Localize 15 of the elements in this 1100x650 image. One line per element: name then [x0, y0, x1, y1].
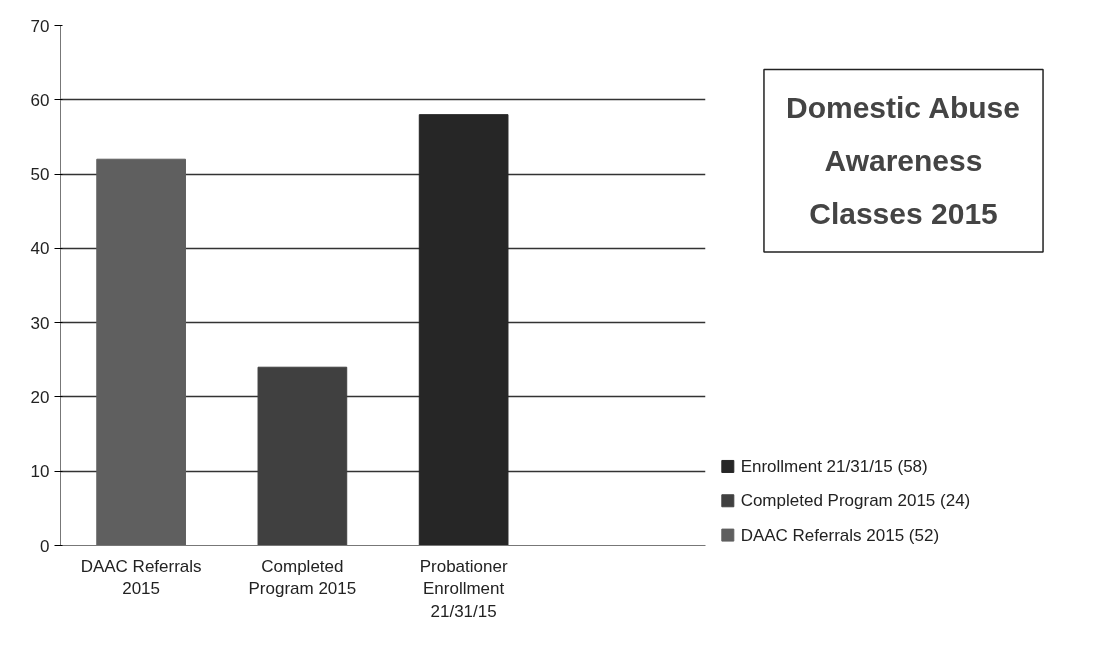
y-tick-label: 40: [30, 239, 50, 259]
x-tick-label: Probationer Enrollment 21/31/15: [419, 556, 508, 622]
y-tick-label: 50: [30, 165, 50, 185]
y-tick-label: 60: [30, 90, 50, 110]
text: Domestic Abuse Awareness Classes 2015: [785, 91, 1020, 230]
y-tick-label: 70: [30, 16, 50, 36]
legend-label: Enrollment 21/31/15 (58): [740, 456, 928, 476]
y-tick-label: 30: [30, 313, 50, 333]
legend-label: Completed Program 2015 (24): [740, 491, 971, 511]
legend-label: DAAC Referrals 2015 (52): [740, 525, 940, 545]
x-tick-label: Completed Program 2015: [248, 556, 357, 599]
y-tick-label: 0: [40, 536, 50, 556]
y-tick-label: 10: [30, 462, 50, 482]
y-tick-label: 20: [30, 387, 50, 407]
x-tick-label: DAAC Referrals 2015: [80, 556, 202, 599]
